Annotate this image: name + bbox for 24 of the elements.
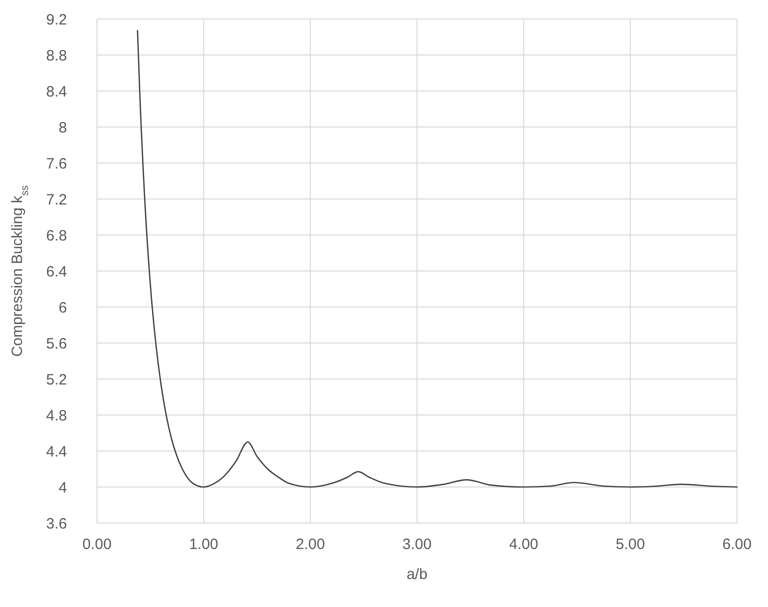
y-tick-label: 4 (58, 479, 67, 496)
y-tick-label: 8.8 (46, 47, 67, 64)
line-series (136, 30, 738, 488)
y-tick-label: 5.6 (46, 335, 67, 352)
y-tick-label: 9.2 (46, 11, 67, 28)
x-tick-label: 3.00 (402, 536, 432, 553)
x-tick-label: 0.00 (82, 536, 112, 553)
y-tick-label: 6 (58, 299, 67, 316)
y-tick-label: 3.6 (46, 515, 67, 532)
y-tick-label: 6.8 (46, 227, 67, 244)
x-tick-label: 2.00 (296, 536, 325, 553)
x-tick-label: 4.00 (509, 536, 538, 553)
y-tick-label: 8 (58, 119, 67, 136)
y-tick-label: 7.2 (46, 191, 67, 208)
x-tick-label: 6.00 (722, 536, 752, 553)
x-tick-label: 5.00 (616, 536, 645, 553)
x-tick-label: 1.00 (189, 536, 218, 553)
y-tick-label: 4.8 (46, 407, 67, 424)
y-tick-label: 4.4 (46, 443, 67, 460)
y-tick-label: 6.4 (46, 263, 67, 280)
y-tick-label: 7.6 (46, 155, 67, 172)
y-tick-label: 5.2 (46, 371, 67, 388)
y-tick-label: 8.4 (46, 83, 67, 100)
x-axis-title: a/b (406, 566, 428, 583)
